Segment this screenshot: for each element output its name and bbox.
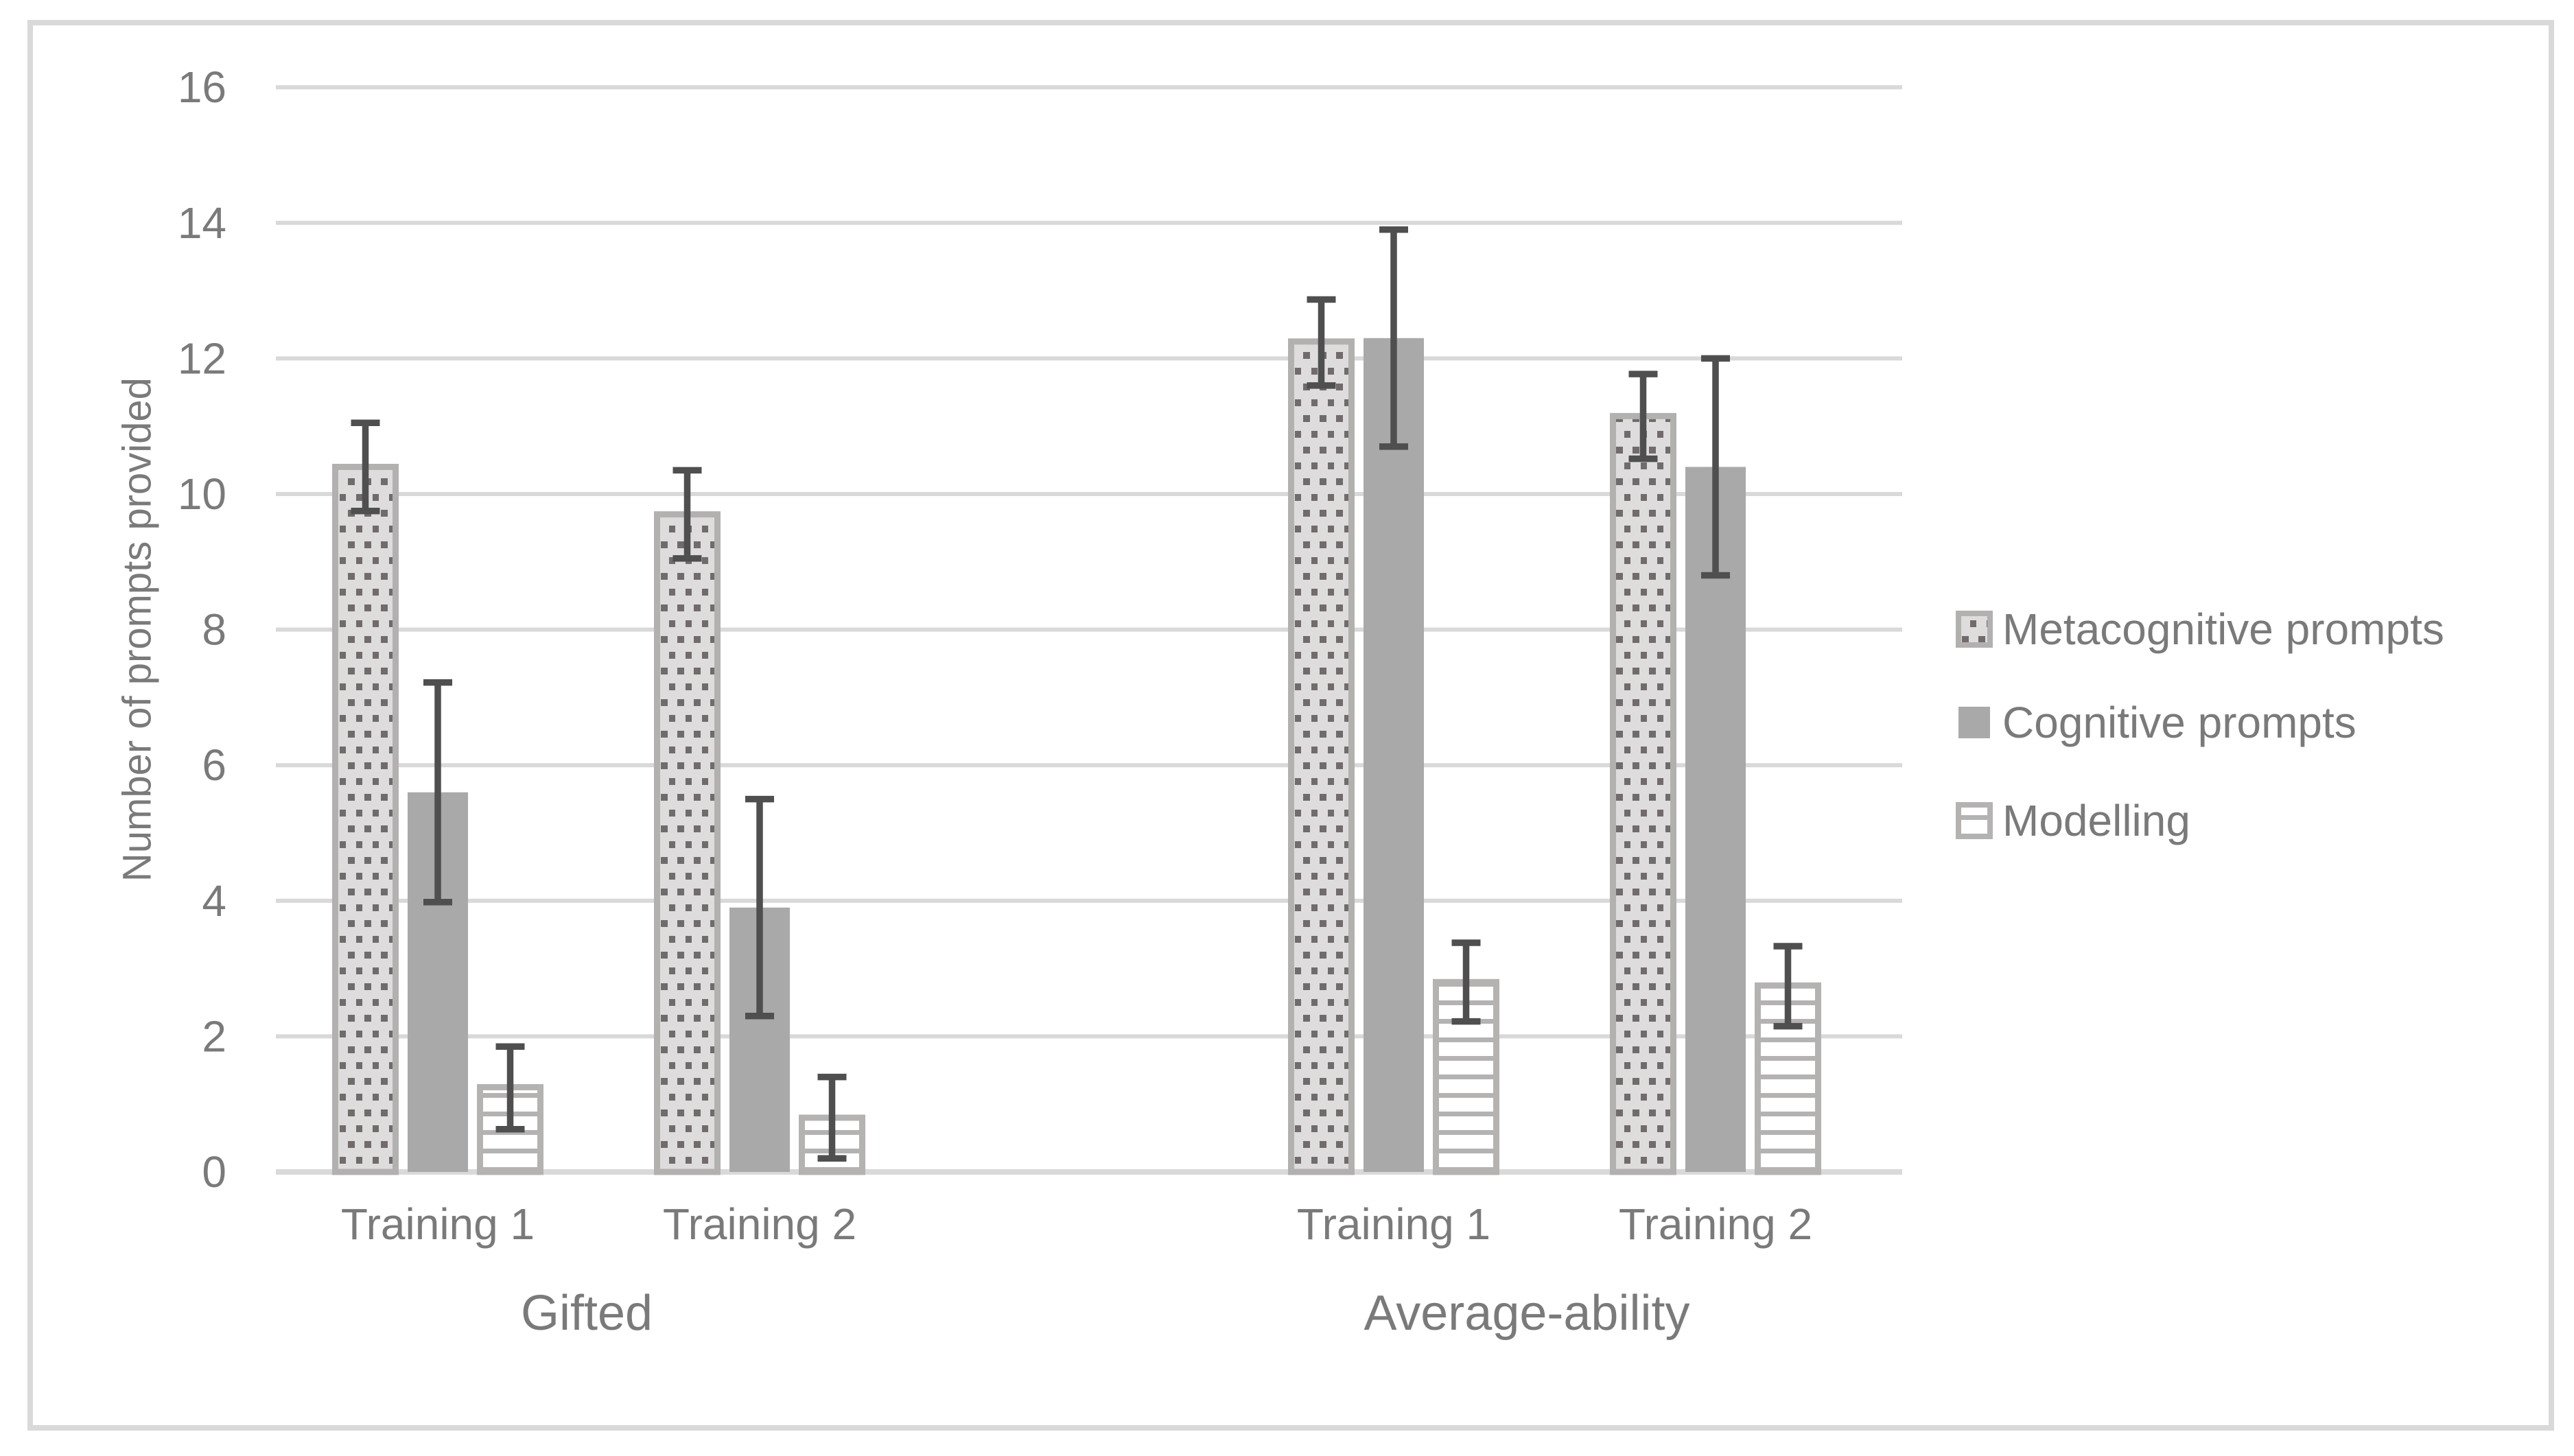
legend-label: Cognitive prompts bbox=[2002, 698, 2356, 747]
bar bbox=[1288, 338, 1355, 1175]
error-bar bbox=[1628, 371, 1658, 462]
error-bar bbox=[745, 795, 774, 1020]
error-bars-layer bbox=[351, 226, 1803, 1162]
legend-label: Metacognitive prompts bbox=[2002, 604, 2444, 654]
figure-border-layer bbox=[27, 20, 2554, 1431]
x-category-label: Training 1 bbox=[1297, 1199, 1490, 1249]
error-bar bbox=[495, 1043, 525, 1133]
bars-layer bbox=[332, 338, 1821, 1175]
y-tick-label: 10 bbox=[178, 469, 226, 519]
y-tick-label: 2 bbox=[202, 1011, 226, 1061]
x-category-label: Training 2 bbox=[1619, 1199, 1812, 1249]
y-tick-label: 12 bbox=[178, 333, 226, 383]
axis-text-layer: 0 2 4 6 8 10 12 14 16 Training 1 Training 2 Trainin… bbox=[115, 62, 1813, 1341]
y-axis-title: Number of prompts provided bbox=[115, 377, 160, 882]
legend-swatch bbox=[1958, 707, 1990, 738]
legend-swatch bbox=[1956, 611, 1993, 648]
legend-item: Cognitive prompts bbox=[1958, 698, 2356, 747]
legend-item: Modelling bbox=[1956, 796, 2190, 845]
figure-border bbox=[27, 20, 2554, 1431]
x-category-label: Training 1 bbox=[341, 1199, 535, 1249]
bar bbox=[1685, 467, 1746, 1172]
error-bar bbox=[1773, 943, 1803, 1030]
bar bbox=[1610, 412, 1676, 1175]
x-category-label: Training 2 bbox=[663, 1199, 856, 1249]
bar bbox=[1364, 338, 1424, 1172]
bar bbox=[332, 463, 399, 1175]
error-bar bbox=[672, 467, 702, 562]
y-tick-label: 14 bbox=[178, 198, 226, 248]
legend-layer: Metacognitive prompts Cognitive prompts Mo… bbox=[1956, 604, 2444, 845]
y-tick-label: 0 bbox=[202, 1147, 226, 1197]
x-group-label: Average-ability bbox=[1364, 1286, 1690, 1341]
legend-item: Metacognitive prompts bbox=[1956, 604, 2444, 654]
error-bar bbox=[1307, 296, 1336, 389]
y-tick-label: 16 bbox=[178, 62, 226, 112]
error-bar bbox=[423, 679, 452, 906]
y-tick-label: 4 bbox=[202, 876, 226, 926]
x-group-label: Gifted bbox=[521, 1286, 653, 1341]
error-bar bbox=[1451, 939, 1481, 1025]
error-bar bbox=[817, 1073, 847, 1162]
error-bar bbox=[1701, 355, 1730, 579]
error-bar bbox=[1379, 226, 1408, 450]
legend-swatch bbox=[1956, 802, 1993, 839]
legend-label: Modelling bbox=[2002, 796, 2190, 845]
y-tick-label: 6 bbox=[202, 740, 226, 790]
bar bbox=[654, 511, 721, 1175]
error-bar bbox=[351, 419, 380, 515]
y-tick-label: 8 bbox=[202, 605, 226, 655]
